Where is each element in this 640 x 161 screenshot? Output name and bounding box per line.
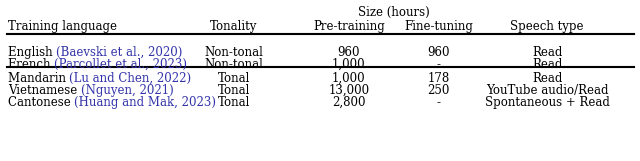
Text: 13,000: 13,000: [328, 84, 369, 97]
Text: 1,000: 1,000: [332, 58, 365, 71]
Text: Mandarin: Mandarin: [8, 72, 69, 85]
Text: Non-tonal: Non-tonal: [204, 46, 263, 59]
Text: (Nguyen, 2021): (Nguyen, 2021): [81, 84, 173, 97]
Text: Tonal: Tonal: [218, 84, 250, 97]
Text: 960: 960: [427, 46, 450, 59]
Text: (Baevski et al., 2020): (Baevski et al., 2020): [56, 46, 182, 59]
Text: 178: 178: [428, 72, 449, 85]
Text: 250: 250: [428, 84, 449, 97]
Text: Tonal: Tonal: [218, 96, 250, 109]
Text: 2,800: 2,800: [332, 96, 365, 109]
Text: Size (hours): Size (hours): [358, 6, 429, 19]
Text: Tonal: Tonal: [218, 72, 250, 85]
Text: (Lu and Chen, 2022): (Lu and Chen, 2022): [69, 72, 191, 85]
Text: Non-tonal: Non-tonal: [204, 58, 263, 71]
Text: -: -: [436, 58, 440, 71]
Text: (Huang and Mak, 2023): (Huang and Mak, 2023): [74, 96, 216, 109]
Text: Spontaneous + Read: Spontaneous + Read: [484, 96, 610, 109]
Text: Tonality: Tonality: [210, 20, 257, 33]
Text: Read: Read: [532, 46, 563, 59]
Text: Speech type: Speech type: [511, 20, 584, 33]
Text: -: -: [436, 96, 440, 109]
Text: English: English: [8, 46, 56, 59]
Text: Cantonese: Cantonese: [8, 96, 74, 109]
Text: Fine-tuning: Fine-tuning: [404, 20, 473, 33]
Text: 1,000: 1,000: [332, 72, 365, 85]
Text: Vietnamese: Vietnamese: [8, 84, 81, 97]
Text: 960: 960: [337, 46, 360, 59]
Text: Training language: Training language: [8, 20, 116, 33]
Text: Read: Read: [532, 58, 563, 71]
Text: (Parcollet et al., 2023): (Parcollet et al., 2023): [54, 58, 187, 71]
Text: Pre-training: Pre-training: [313, 20, 385, 33]
Text: French: French: [8, 58, 54, 71]
Text: Read: Read: [532, 72, 563, 85]
Text: YouTube audio/Read: YouTube audio/Read: [486, 84, 609, 97]
